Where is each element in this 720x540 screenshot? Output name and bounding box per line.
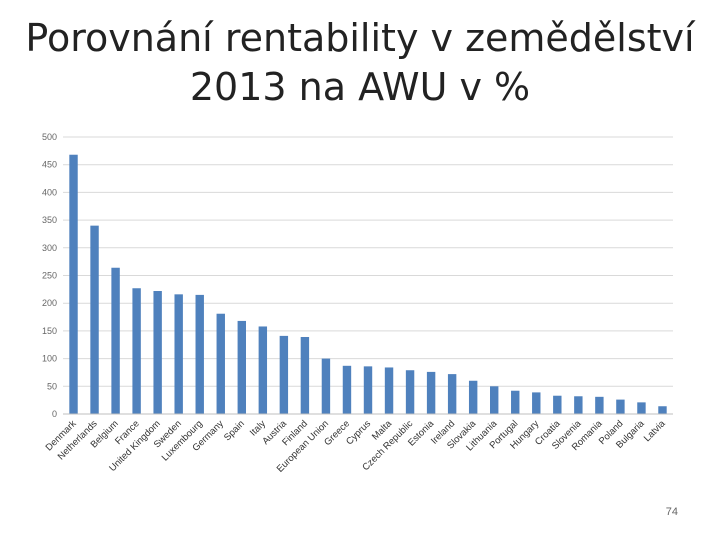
bar bbox=[90, 225, 99, 414]
bar bbox=[174, 294, 183, 414]
y-tick-label: 150 bbox=[42, 326, 57, 336]
y-tick-label: 450 bbox=[42, 160, 57, 170]
y-tick-label: 100 bbox=[42, 354, 57, 364]
bar bbox=[321, 358, 331, 414]
bar bbox=[532, 392, 541, 414]
slide-title-line-1: Porovnání rentability v zemědělství bbox=[25, 16, 695, 60]
bar bbox=[363, 366, 373, 414]
bar bbox=[111, 267, 120, 414]
bar bbox=[153, 291, 162, 414]
bar bbox=[237, 320, 246, 414]
bar bbox=[384, 367, 394, 414]
page-number: 74 bbox=[665, 506, 678, 518]
bars bbox=[69, 154, 667, 414]
bar bbox=[658, 406, 667, 414]
bar bbox=[405, 370, 415, 414]
y-tick-label: 400 bbox=[42, 187, 57, 197]
bar bbox=[616, 399, 625, 414]
bar bbox=[511, 390, 520, 414]
bar bbox=[468, 380, 478, 414]
bar bbox=[426, 371, 436, 414]
slide-title-line-2: 2013 na AWU v % bbox=[189, 65, 531, 110]
bar bbox=[69, 154, 78, 414]
y-tick-label: 300 bbox=[42, 243, 57, 253]
bar bbox=[637, 402, 646, 414]
y-tick-label: 200 bbox=[42, 298, 57, 308]
x-category-label: Latvia bbox=[642, 418, 668, 444]
bar bbox=[300, 336, 310, 414]
y-tick-label: 350 bbox=[42, 215, 57, 225]
bar bbox=[216, 313, 225, 414]
bar bbox=[258, 326, 268, 414]
bar bbox=[553, 395, 562, 414]
bar bbox=[195, 294, 204, 414]
y-axis-ticks: 0 50 100 150 200 250 300 350 400 450 500 bbox=[42, 132, 57, 419]
bar bbox=[490, 386, 499, 414]
bar bbox=[447, 374, 457, 414]
slide-title: Porovnání rentability v zemědělství 2013… bbox=[0, 14, 720, 113]
bar bbox=[279, 335, 289, 414]
y-tick-label: 50 bbox=[47, 381, 57, 391]
bar bbox=[595, 396, 604, 414]
bar bbox=[574, 396, 583, 414]
gridlines bbox=[63, 136, 673, 387]
bar bbox=[342, 365, 352, 414]
bar bbox=[132, 288, 141, 414]
x-category-label: Spain bbox=[222, 418, 247, 443]
y-tick-label: 0 bbox=[52, 409, 57, 419]
y-tick-label: 250 bbox=[42, 271, 57, 281]
y-tick-label: 500 bbox=[42, 132, 57, 142]
